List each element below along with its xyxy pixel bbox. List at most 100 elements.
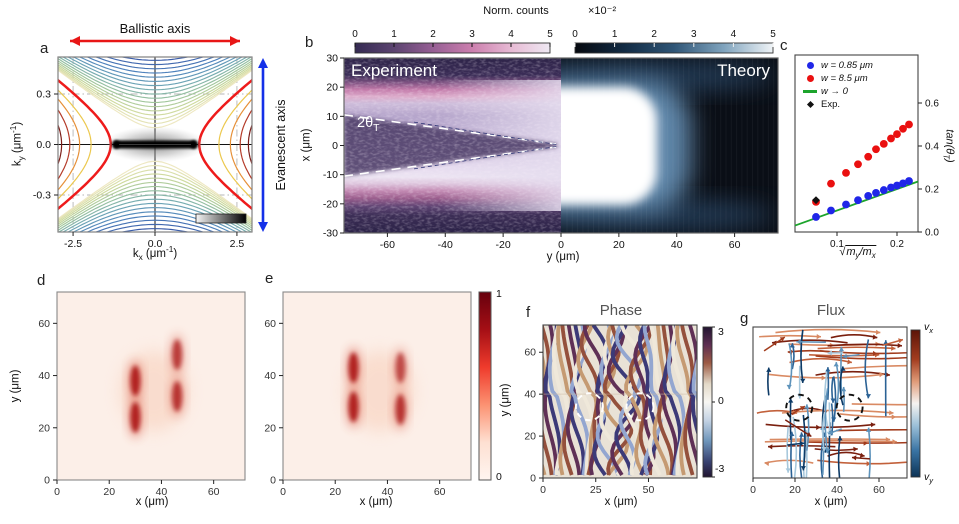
contour-line [58, 65, 252, 116]
contour-line [105, 223, 205, 232]
contour-line [58, 57, 252, 95]
data-point [899, 124, 907, 133]
streamline [823, 370, 829, 427]
contour-line [94, 219, 216, 232]
tick-label: 0 [44, 475, 50, 487]
fringe-hotspot-halo [127, 359, 143, 402]
contour-line [105, 57, 205, 66]
streamline-arrowhead [859, 452, 865, 458]
streamline-arrowhead [879, 372, 884, 378]
streamline-arrowhead [821, 447, 827, 452]
tick-label: 3 [691, 29, 697, 40]
streamline-arrowhead [853, 446, 858, 452]
streamline [805, 433, 808, 478]
tick-label: 40 [382, 486, 394, 498]
contour-line [66, 57, 244, 87]
panel-label-b: b [305, 34, 314, 51]
streamline-arrowhead [870, 422, 876, 428]
contour-line [58, 186, 252, 229]
tick-label: 50 [643, 484, 655, 496]
data-point [864, 191, 873, 200]
panel-g-plot [753, 327, 928, 478]
contour-line [58, 89, 92, 200]
colorbar-e [478, 291, 492, 481]
panel-b-xlabel: y (μm) [546, 251, 580, 263]
legend: w = 0.85 μm w = 8.5 μm w → 0 Exp. [802, 59, 873, 111]
streamline-arrowhead [841, 386, 847, 392]
streamline [764, 439, 897, 443]
contour-line [58, 108, 71, 181]
contour-line [58, 173, 252, 224]
streamline-arrowhead [847, 359, 852, 365]
panel-b-theory [561, 58, 778, 233]
streamline-arrowhead [920, 458, 924, 463]
intensity-core [114, 140, 196, 149]
vortex-circle [785, 393, 814, 422]
tick-label: 60 [729, 239, 741, 251]
tick-label: 4 [731, 29, 737, 40]
phase-stripe [624, 325, 649, 476]
tick-label: 60 [264, 318, 276, 330]
streamline [824, 388, 829, 454]
streamline-arrowhead [842, 353, 847, 359]
wedge-navy-line [413, 121, 560, 146]
colorbar-title-times-ten: ×10⁻² [588, 5, 617, 17]
panel-e-plot [283, 292, 471, 480]
vortex-circle [625, 392, 655, 422]
experiment-noise [344, 58, 561, 233]
tick-label: 20 [38, 422, 50, 434]
streamline-arrowhead [779, 337, 785, 342]
panel-label-e: e [265, 270, 274, 287]
panel-f-xlabel: x (μm) [604, 496, 638, 508]
data-point [879, 186, 888, 194]
intensity-tip [190, 140, 198, 149]
data-point [893, 181, 901, 190]
streamline [817, 346, 896, 350]
contour-line [58, 98, 81, 191]
tick-label: 0 [280, 486, 286, 498]
panel-d-frame [56, 291, 246, 481]
streamline [771, 339, 848, 344]
contour-line [229, 98, 252, 191]
tick-label: 0 [332, 140, 338, 152]
streamline [842, 364, 907, 370]
phase-stripe [637, 325, 660, 476]
panel-e-frame [282, 291, 472, 481]
tick-label: 0 [750, 484, 756, 496]
data-point [872, 145, 880, 154]
colorbar-g [910, 329, 921, 478]
streamline-arrowhead [766, 367, 772, 372]
contour-line [58, 164, 252, 221]
streamline-arrowhead [851, 455, 857, 461]
data-point [872, 188, 880, 197]
theory-label: Theory [717, 61, 770, 80]
panel-label-g: g [740, 310, 749, 327]
streamline [851, 403, 907, 406]
streamline-arrowhead [786, 384, 792, 390]
data-point [854, 160, 862, 169]
contour-line [218, 89, 252, 200]
streamline [864, 339, 870, 399]
data-point [827, 206, 835, 215]
vortex-circle [574, 392, 604, 422]
inset-colorbar [195, 213, 247, 224]
tick-label: 0 [540, 484, 546, 496]
contour-line [72, 207, 238, 232]
panel-c-ylabel: tan(θT) [941, 129, 956, 163]
data-point [905, 177, 913, 185]
streamline-arrowhead [821, 375, 826, 381]
tick-label: 40 [524, 389, 536, 401]
phase-stripe [576, 325, 599, 476]
experiment-label: Experiment [351, 61, 437, 80]
panel-a-xlabel: kx (μm-1) [132, 245, 178, 263]
streamline-arrowhead [924, 354, 928, 359]
fringe-hotspot-halo [127, 396, 143, 439]
tick-label: 5 [547, 29, 553, 40]
colorbar-title-norm-counts: Norm. counts [483, 5, 549, 17]
tick-label: 40 [264, 370, 276, 382]
contour-line [58, 190, 252, 231]
ballistic-arrowhead [70, 36, 80, 46]
tick-label: 60 [208, 486, 220, 498]
streamline-arrowhead [838, 346, 844, 352]
